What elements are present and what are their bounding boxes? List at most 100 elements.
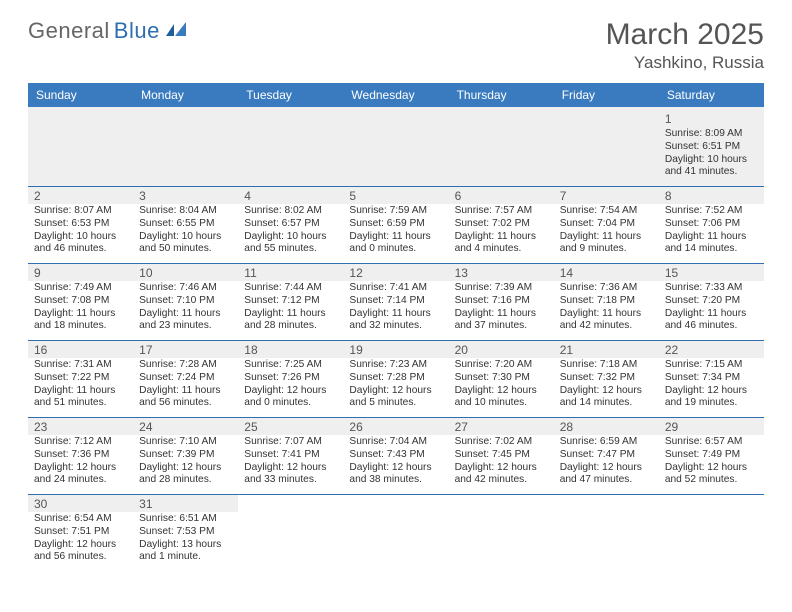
day-info: Sunrise: 7:36 AMSunset: 7:18 PMDaylight:… [554, 281, 659, 336]
calendar-day: 4Sunrise: 8:02 AMSunset: 6:57 PMDaylight… [238, 187, 343, 264]
sunrise: Sunrise: 7:41 AM [349, 282, 442, 295]
daylight: Daylight: 11 hours and 18 minutes. [34, 308, 127, 334]
sunset: Sunset: 7:02 PM [455, 218, 548, 231]
calendar-day: 11Sunrise: 7:44 AMSunset: 7:12 PMDayligh… [238, 264, 343, 341]
sunset: Sunset: 7:16 PM [455, 295, 548, 308]
daylight: Daylight: 11 hours and 14 minutes. [665, 231, 758, 257]
sunrise: Sunrise: 7:18 AM [560, 359, 653, 372]
day-number: 21 [554, 341, 659, 358]
day-number: 23 [28, 418, 133, 435]
sunset: Sunset: 7:49 PM [665, 449, 758, 462]
day-number: 19 [343, 341, 448, 358]
sunrise: Sunrise: 7:52 AM [665, 205, 758, 218]
sunset: Sunset: 7:41 PM [244, 449, 337, 462]
calendar-empty [554, 495, 659, 572]
sunrise: Sunrise: 7:49 AM [34, 282, 127, 295]
sunset: Sunset: 7:34 PM [665, 372, 758, 385]
brand-logo: GeneralBlue [28, 18, 192, 44]
sunrise: Sunrise: 6:54 AM [34, 513, 127, 526]
sunrise: Sunrise: 8:09 AM [665, 128, 758, 141]
sunrise: Sunrise: 7:23 AM [349, 359, 442, 372]
daylight: Daylight: 11 hours and 42 minutes. [560, 308, 653, 334]
daylight: Daylight: 10 hours and 41 minutes. [665, 154, 758, 180]
sunrise: Sunrise: 7:25 AM [244, 359, 337, 372]
calendar-empty [449, 107, 554, 187]
calendar-day: 19Sunrise: 7:23 AMSunset: 7:28 PMDayligh… [343, 341, 448, 418]
day-info: Sunrise: 8:07 AMSunset: 6:53 PMDaylight:… [28, 204, 133, 259]
sunrise: Sunrise: 7:36 AM [560, 282, 653, 295]
calendar-day: 18Sunrise: 7:25 AMSunset: 7:26 PMDayligh… [238, 341, 343, 418]
day-info: Sunrise: 7:39 AMSunset: 7:16 PMDaylight:… [449, 281, 554, 336]
daylight: Daylight: 12 hours and 5 minutes. [349, 385, 442, 411]
weekday-header: Sunday [28, 83, 133, 107]
calendar-day: 23Sunrise: 7:12 AMSunset: 7:36 PMDayligh… [28, 418, 133, 495]
sunset: Sunset: 7:18 PM [560, 295, 653, 308]
daylight: Daylight: 11 hours and 23 minutes. [139, 308, 232, 334]
day-info: Sunrise: 8:04 AMSunset: 6:55 PMDaylight:… [133, 204, 238, 259]
sunrise: Sunrise: 7:04 AM [349, 436, 442, 449]
brand-part1: General [28, 18, 110, 44]
sunset: Sunset: 7:08 PM [34, 295, 127, 308]
day-info: Sunrise: 7:31 AMSunset: 7:22 PMDaylight:… [28, 358, 133, 413]
header: GeneralBlue March 2025 Yashkino, Russia [28, 18, 764, 73]
sunset: Sunset: 7:36 PM [34, 449, 127, 462]
day-info: Sunrise: 7:44 AMSunset: 7:12 PMDaylight:… [238, 281, 343, 336]
calendar-day: 2Sunrise: 8:07 AMSunset: 6:53 PMDaylight… [28, 187, 133, 264]
day-number: 12 [343, 264, 448, 281]
sunrise: Sunrise: 7:15 AM [665, 359, 758, 372]
sunset: Sunset: 7:53 PM [139, 526, 232, 539]
daylight: Daylight: 11 hours and 37 minutes. [455, 308, 548, 334]
calendar-day: 1Sunrise: 8:09 AMSunset: 6:51 PMDaylight… [659, 107, 764, 187]
title-block: March 2025 Yashkino, Russia [606, 18, 764, 73]
day-number: 15 [659, 264, 764, 281]
weekday-header-row: SundayMondayTuesdayWednesdayThursdayFrid… [28, 83, 764, 107]
sunrise: Sunrise: 7:57 AM [455, 205, 548, 218]
calendar-empty [343, 495, 448, 572]
day-number: 28 [554, 418, 659, 435]
sunrise: Sunrise: 8:02 AM [244, 205, 337, 218]
calendar-empty [133, 107, 238, 187]
daylight: Daylight: 12 hours and 47 minutes. [560, 462, 653, 488]
sunset: Sunset: 7:43 PM [349, 449, 442, 462]
calendar-table: SundayMondayTuesdayWednesdayThursdayFrid… [28, 83, 764, 571]
day-number: 27 [449, 418, 554, 435]
day-number: 11 [238, 264, 343, 281]
calendar-week: 30Sunrise: 6:54 AMSunset: 7:51 PMDayligh… [28, 495, 764, 572]
sunset: Sunset: 6:51 PM [665, 141, 758, 154]
daylight: Daylight: 11 hours and 4 minutes. [455, 231, 548, 257]
sunset: Sunset: 7:39 PM [139, 449, 232, 462]
calendar-day: 26Sunrise: 7:04 AMSunset: 7:43 PMDayligh… [343, 418, 448, 495]
sunset: Sunset: 7:26 PM [244, 372, 337, 385]
calendar-day: 8Sunrise: 7:52 AMSunset: 7:06 PMDaylight… [659, 187, 764, 264]
sunset: Sunset: 7:24 PM [139, 372, 232, 385]
daylight: Daylight: 12 hours and 14 minutes. [560, 385, 653, 411]
calendar-day: 13Sunrise: 7:39 AMSunset: 7:16 PMDayligh… [449, 264, 554, 341]
day-number: 6 [449, 187, 554, 204]
day-info: Sunrise: 6:57 AMSunset: 7:49 PMDaylight:… [659, 435, 764, 490]
day-number: 3 [133, 187, 238, 204]
day-info: Sunrise: 7:07 AMSunset: 7:41 PMDaylight:… [238, 435, 343, 490]
calendar-week: 16Sunrise: 7:31 AMSunset: 7:22 PMDayligh… [28, 341, 764, 418]
sunrise: Sunrise: 7:59 AM [349, 205, 442, 218]
sunrise: Sunrise: 7:10 AM [139, 436, 232, 449]
calendar-week: 2Sunrise: 8:07 AMSunset: 6:53 PMDaylight… [28, 187, 764, 264]
calendar-empty [238, 495, 343, 572]
calendar-day: 28Sunrise: 6:59 AMSunset: 7:47 PMDayligh… [554, 418, 659, 495]
day-info: Sunrise: 7:04 AMSunset: 7:43 PMDaylight:… [343, 435, 448, 490]
calendar-day: 14Sunrise: 7:36 AMSunset: 7:18 PMDayligh… [554, 264, 659, 341]
day-number: 18 [238, 341, 343, 358]
sunrise: Sunrise: 8:07 AM [34, 205, 127, 218]
sunset: Sunset: 7:20 PM [665, 295, 758, 308]
day-info: Sunrise: 6:51 AMSunset: 7:53 PMDaylight:… [133, 512, 238, 567]
weekday-header: Tuesday [238, 83, 343, 107]
day-number: 24 [133, 418, 238, 435]
day-info: Sunrise: 7:02 AMSunset: 7:45 PMDaylight:… [449, 435, 554, 490]
calendar-day: 5Sunrise: 7:59 AMSunset: 6:59 PMDaylight… [343, 187, 448, 264]
sunset: Sunset: 7:14 PM [349, 295, 442, 308]
sunrise: Sunrise: 8:04 AM [139, 205, 232, 218]
day-number: 30 [28, 495, 133, 512]
day-number: 13 [449, 264, 554, 281]
day-info: Sunrise: 7:10 AMSunset: 7:39 PMDaylight:… [133, 435, 238, 490]
day-number: 17 [133, 341, 238, 358]
day-info: Sunrise: 7:46 AMSunset: 7:10 PMDaylight:… [133, 281, 238, 336]
